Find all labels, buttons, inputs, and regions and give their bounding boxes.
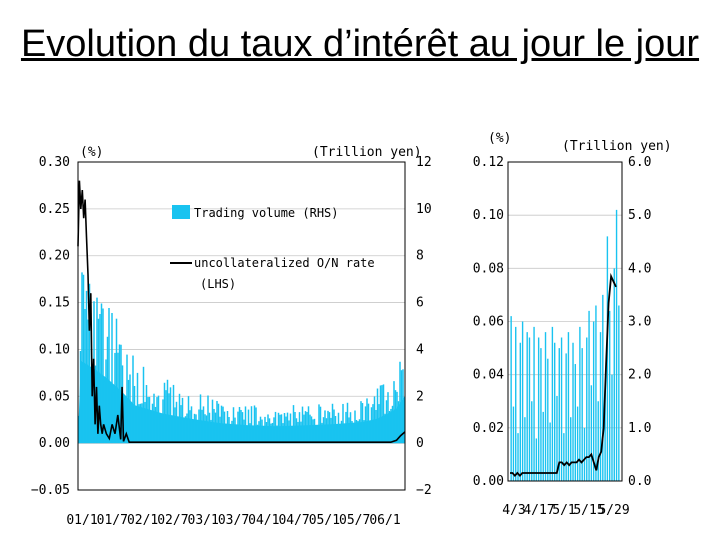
legend-volume-label: Trading volume (RHS): [194, 206, 339, 220]
left-left-tick-label: 0.00: [39, 436, 70, 451]
left-right-tick-label: 6: [416, 296, 424, 311]
right-right-unit: (Trillion yen): [562, 139, 672, 154]
left-x-tick-label: 03/7: [218, 513, 249, 528]
right-right-tick-label: 6.0: [628, 155, 651, 170]
right-plot-frame: [507, 161, 623, 482]
left-left-tick-label: 0.20: [39, 249, 70, 264]
right-left-tick-label: 0.08: [473, 261, 504, 276]
right-volume-bars: [510, 209, 620, 481]
right-x-tick-label: 5/15: [573, 503, 604, 518]
right-right-tick-label: 0.0: [628, 474, 651, 489]
left-volume-bars: [78, 272, 404, 444]
left-right-unit: (Trillion yen): [312, 145, 422, 160]
right-left-tick-label: 0.12: [473, 155, 504, 170]
left-chart: 0.30 0.25 0.20 0.15 0.10 0.05 0.00 −0.05 12 10 8 6…: [31, 145, 432, 528]
right-left-tick-label: 0.10: [473, 208, 504, 223]
right-axis-x-ticks: 4/34/175/15/155/29: [502, 503, 629, 518]
left-right-tick-label: 2: [416, 389, 424, 404]
left-left-unit: (%): [80, 145, 103, 160]
left-left-tick-label: 0.30: [39, 155, 70, 170]
left-x-tick-label: 05/1: [309, 513, 340, 528]
right-left-tick-label: 0.04: [473, 368, 504, 383]
left-plot-frame: [77, 161, 406, 491]
right-left-tick-label: 0.06: [473, 315, 504, 330]
left-left-tick-label: 0.10: [39, 342, 70, 357]
left-left-tick-label: −0.05: [31, 483, 70, 498]
left-x-tick-label: 04/1: [248, 513, 279, 528]
legend-rate-label-2: (LHS): [200, 277, 236, 291]
legend-volume-swatch: [172, 205, 190, 219]
left-x-tick-label: 06/1: [369, 513, 400, 528]
right-left-tick-label: 0.00: [473, 474, 504, 489]
left-x-tick-label: 03/1: [188, 513, 219, 528]
right-right-tick-label: 2.0: [628, 368, 651, 383]
right-chart: 0.12 0.10 0.08 0.06 0.04 0.02 0.00 6.0 5.0 4.0 3.…: [473, 131, 672, 518]
left-x-tick-label: 02/7: [157, 513, 188, 528]
left-right-tick-label: 12: [416, 155, 432, 170]
slide-title: Evolution du taux d’intérêt au jour le j…: [20, 23, 700, 65]
right-axis-left-ticks: 0.12 0.10 0.08 0.06 0.04 0.02 0.00: [473, 155, 504, 489]
left-axis-right-ticks: 12 10 8 6 4 2 0 −2: [416, 155, 432, 498]
left-x-tick-label: 01/1: [66, 513, 97, 528]
left-right-tick-label: −2: [416, 483, 432, 498]
left-rate-line: [77, 180, 406, 443]
left-left-tick-label: 0.15: [39, 296, 70, 311]
right-x-tick-label: 4/17: [523, 503, 554, 518]
left-right-tick-label: 10: [416, 202, 432, 217]
left-legend: Trading volume (RHS) uncollateralized O/…: [170, 205, 375, 291]
right-right-tick-label: 5.0: [628, 208, 651, 223]
left-x-tick-label: 01/7: [97, 513, 128, 528]
left-left-tick-label: 0.25: [39, 202, 70, 217]
right-left-unit: (%): [488, 131, 511, 146]
right-x-tick-label: 5/1: [552, 503, 575, 518]
left-x-tick-label: 02/1: [127, 513, 158, 528]
legend-rate-label: uncollateralized O/N rate: [194, 256, 375, 270]
right-axis-right-ticks: 6.0 5.0 4.0 3.0 2.0 1.0 0.0: [628, 155, 651, 489]
right-x-tick-label: 5/29: [598, 503, 629, 518]
left-axis-x-ticks: 01/101/702/102/703/103/704/104/705/105/7…: [66, 513, 400, 528]
left-right-tick-label: 0: [416, 436, 424, 451]
right-right-tick-label: 1.0: [628, 421, 651, 436]
left-x-tick-label: 05/7: [339, 513, 370, 528]
right-right-tick-label: 4.0: [628, 261, 651, 276]
right-x-tick-label: 4/3: [502, 503, 525, 518]
right-rate-line: [510, 272, 617, 478]
left-right-tick-label: 8: [416, 249, 424, 264]
left-axis-left-ticks: 0.30 0.25 0.20 0.15 0.10 0.05 0.00 −0.05: [31, 155, 70, 498]
right-left-tick-label: 0.02: [473, 421, 504, 436]
left-left-tick-label: 0.05: [39, 389, 70, 404]
left-x-tick-label: 04/7: [278, 513, 309, 528]
right-right-tick-label: 3.0: [628, 315, 651, 330]
left-right-tick-label: 4: [416, 342, 424, 357]
